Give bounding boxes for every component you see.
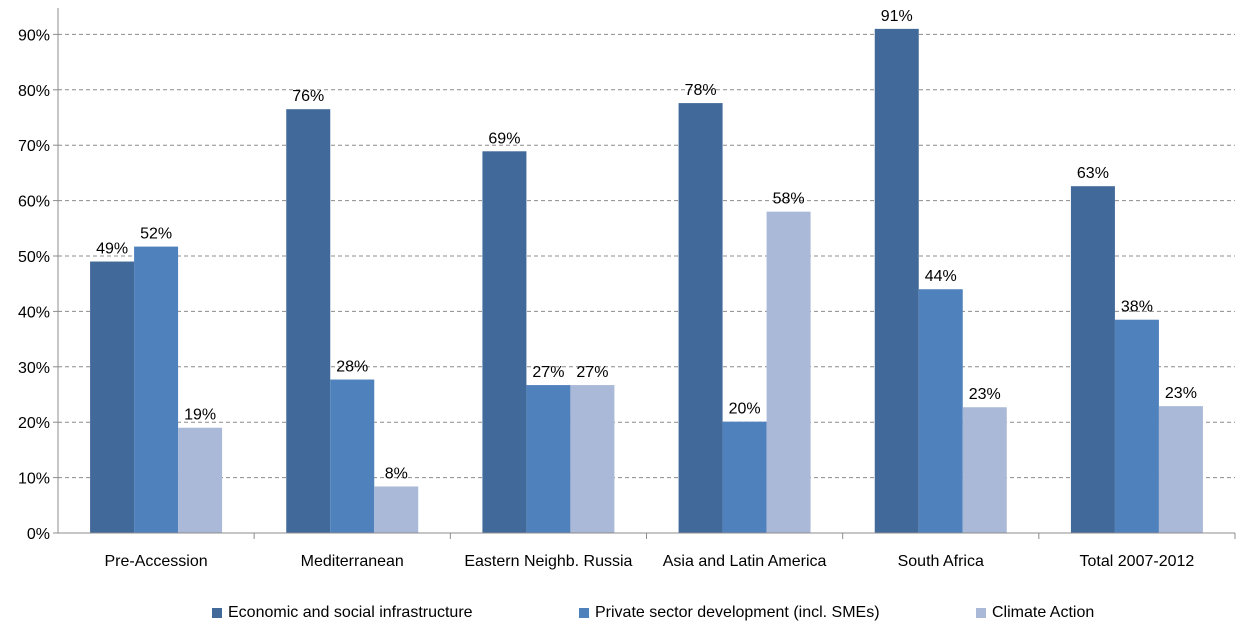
data-label: 49% xyxy=(96,241,128,258)
bar xyxy=(482,151,527,533)
bar xyxy=(918,289,963,533)
y-tick-label: 0% xyxy=(27,526,50,543)
bar xyxy=(1070,186,1115,534)
data-label: 44% xyxy=(925,268,957,285)
x-tick-label: Mediterranean xyxy=(301,553,404,570)
y-tick-label: 30% xyxy=(18,360,50,377)
x-tick-label: South Africa xyxy=(898,553,984,570)
data-label: 91% xyxy=(881,8,913,25)
legend-swatch xyxy=(212,608,222,618)
bar xyxy=(962,407,1007,533)
data-label: 76% xyxy=(292,88,324,105)
y-tick-label: 60% xyxy=(18,194,50,211)
data-label: 69% xyxy=(488,130,520,147)
y-tick-label: 20% xyxy=(18,415,50,432)
y-tick-label: 70% xyxy=(18,138,50,155)
legend-label: Private sector development (incl. SMEs) xyxy=(595,604,880,621)
x-axis: Pre-Accession Mediterranean Eastern Neighb… xyxy=(58,532,1236,570)
legend: Economic and social infrastructure Privat… xyxy=(0,600,1239,630)
bar xyxy=(90,261,135,533)
bar xyxy=(722,421,767,533)
y-tick-label: 90% xyxy=(18,27,50,44)
bar xyxy=(330,379,375,533)
x-tick-label: Asia and Latin America xyxy=(663,553,827,570)
legend-swatch xyxy=(976,608,986,618)
bars xyxy=(90,28,1203,534)
bar xyxy=(134,246,179,533)
bar xyxy=(286,109,331,533)
bar xyxy=(374,486,419,533)
data-label: 58% xyxy=(773,191,805,208)
bar xyxy=(1158,406,1203,533)
x-tick-label: Eastern Neighb. Russia xyxy=(464,553,632,570)
data-label: 52% xyxy=(140,226,172,243)
data-label: 27% xyxy=(532,364,564,381)
bar xyxy=(178,427,223,533)
y-tick-label: 80% xyxy=(18,83,50,100)
data-label: 20% xyxy=(729,401,761,418)
gridlines xyxy=(58,33,1235,479)
data-label: 8% xyxy=(385,465,408,482)
x-tick-label: Pre-Accession xyxy=(105,553,208,570)
data-label: 23% xyxy=(969,386,1001,403)
legend-item: Climate Action xyxy=(976,604,1094,622)
x-tick-label: Total 2007-2012 xyxy=(1080,553,1195,570)
legend-item: Private sector development (incl. SMEs) xyxy=(579,604,880,622)
y-tick-label: 40% xyxy=(18,304,50,321)
data-labels: 49% 52% 19% 76% 28% 8% 69% 27% 27% 78% 20% 58% 91% 44… xyxy=(96,8,1197,483)
bar-chart: 0% 10% 20% 30% 40% 50% 60% 70% 80% 90% 49% 52% 19% 7… xyxy=(18,8,1236,570)
data-label: 63% xyxy=(1077,165,1109,182)
data-label: 38% xyxy=(1121,299,1153,316)
bar xyxy=(570,385,615,533)
data-label: 27% xyxy=(576,364,608,381)
bar xyxy=(766,211,811,533)
bar xyxy=(1114,319,1159,533)
data-label: 23% xyxy=(1165,385,1197,402)
bar xyxy=(678,103,723,533)
y-tick-label: 10% xyxy=(18,471,50,488)
data-label: 19% xyxy=(184,407,216,424)
legend-label: Climate Action xyxy=(992,604,1095,621)
bar xyxy=(526,385,571,533)
legend-label: Economic and social infrastructure xyxy=(228,604,473,621)
data-label: 28% xyxy=(336,359,368,376)
y-tick-label: 50% xyxy=(18,249,50,266)
y-axis: 0% 10% 20% 30% 40% 50% 60% 70% 80% 90% xyxy=(18,8,59,543)
data-label: 78% xyxy=(685,82,717,99)
legend-swatch xyxy=(579,608,589,618)
bar xyxy=(874,28,919,534)
legend-item: Economic and social infrastructure xyxy=(212,604,473,622)
